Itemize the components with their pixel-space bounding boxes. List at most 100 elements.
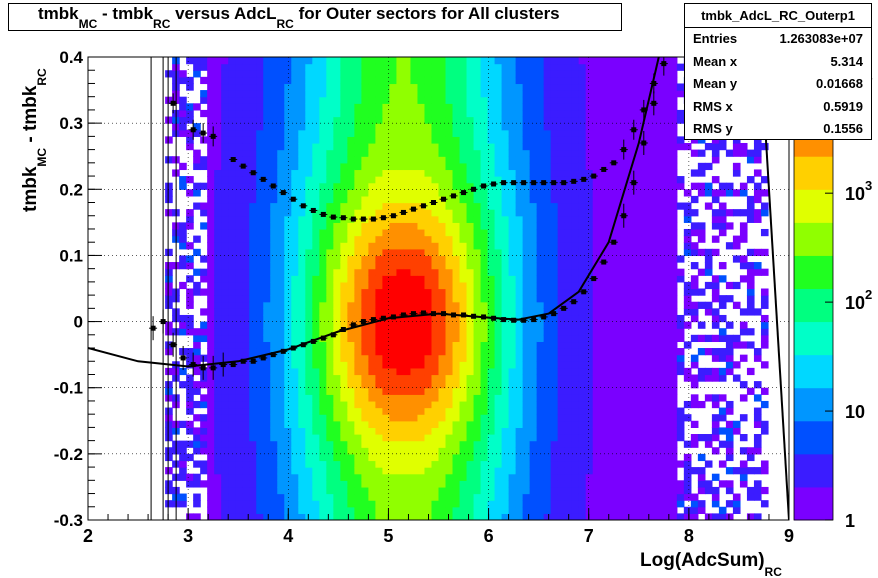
heatmap-cell (634, 295, 643, 303)
heatmap-cell (669, 202, 678, 210)
heatmap-cell (557, 116, 566, 124)
heatmap-cell (592, 189, 601, 197)
heatmap-cell (298, 447, 306, 455)
heatmap-cell (291, 506, 299, 514)
heatmap-cell (277, 169, 285, 177)
heatmap-cell (375, 334, 384, 343)
heatmap-cell (424, 281, 433, 290)
heatmap-cell (312, 308, 320, 316)
heatmap-cell (641, 447, 650, 455)
heatmap-cell (480, 189, 489, 197)
heatmap-cell (298, 288, 306, 296)
heatmap-cell (438, 314, 447, 323)
heatmap-cell (473, 83, 482, 91)
heatmap-cell (403, 103, 412, 111)
heatmap-cell (249, 314, 257, 323)
heatmap-cell (312, 109, 320, 118)
heatmap-cell (522, 215, 531, 223)
heatmap-cell (557, 156, 566, 164)
heatmap-cell (333, 473, 341, 481)
heatmap-cell (634, 467, 643, 475)
heatmap-cell (501, 176, 510, 184)
heatmap-cell (326, 57, 334, 65)
heatmap-cell (592, 480, 601, 488)
heatmap-cell (375, 354, 384, 362)
heatmap-cell (312, 493, 320, 501)
heatmap-cell (564, 453, 573, 462)
heatmap-cell (270, 328, 278, 336)
heatmap-cell (445, 242, 454, 250)
heatmap-cell (221, 109, 229, 118)
heatmap-cell (235, 215, 243, 223)
heatmap-cell (249, 63, 257, 71)
heatmap-cell (599, 209, 608, 217)
heatmap-cell (564, 361, 573, 369)
heatmap-cell (242, 103, 250, 111)
heatmap-cell (557, 288, 566, 296)
heatmap-cell (333, 281, 341, 290)
heatmap-cell (326, 169, 334, 177)
heatmap-cell (445, 90, 454, 98)
heatmap-cell (347, 70, 355, 78)
heatmap-cell (312, 354, 320, 362)
heatmap-cell (291, 321, 299, 329)
heatmap-cell (641, 123, 650, 131)
heatmap-cell (606, 486, 615, 495)
heatmap-cell (207, 90, 215, 98)
heatmap-cell (529, 262, 538, 270)
heatmap-cell (522, 341, 531, 349)
heatmap-cell (550, 116, 559, 124)
heatmap-cell (620, 76, 629, 85)
heatmap-cell (473, 103, 482, 111)
heatmap-cell (634, 361, 643, 369)
heatmap-cell (333, 57, 341, 65)
heatmap-cell (382, 288, 391, 296)
heatmap-cell (557, 129, 566, 137)
heatmap-cell (662, 235, 671, 243)
heatmap-cell (263, 295, 271, 303)
heatmap-cell (193, 202, 201, 210)
heatmap-cell (277, 63, 285, 71)
heatmap-cell (543, 83, 552, 91)
heatmap-cell (368, 83, 377, 91)
heatmap-cell (347, 136, 355, 144)
heatmap-cell (179, 129, 187, 137)
heatmap-cell (655, 149, 664, 157)
heatmap-cell (186, 116, 194, 124)
heatmap-cell (340, 281, 348, 290)
heatmap-cell (319, 460, 327, 468)
heatmap-cell (396, 434, 405, 442)
heatmap-cell (564, 202, 573, 210)
heatmap-cell (487, 321, 496, 329)
heatmap-cell (389, 414, 398, 422)
heatmap-cell (522, 288, 531, 296)
heatmap-cell (221, 460, 229, 468)
heatmap-cell (417, 295, 426, 303)
heatmap-cell (319, 262, 327, 270)
heatmap-cell (214, 367, 222, 376)
heatmap-cell (256, 281, 264, 290)
heatmap-cell (648, 314, 657, 323)
heatmap-cell (662, 109, 671, 118)
heatmap-cell (382, 215, 391, 223)
heatmap-cell (298, 367, 306, 376)
heatmap-cell (466, 176, 475, 184)
heatmap-cell (613, 76, 622, 85)
heatmap-cell (459, 334, 468, 343)
heatmap-cell (606, 334, 615, 343)
heatmap-cell (445, 202, 454, 210)
heatmap-cell (221, 248, 229, 257)
heatmap-cell (431, 500, 440, 508)
heatmap-cell (550, 295, 559, 303)
heatmap-cell (466, 486, 475, 495)
heatmap-cell (403, 500, 412, 508)
heatmap-cell (298, 420, 306, 428)
heatmap-cell (424, 103, 433, 111)
heatmap-cell (207, 447, 215, 455)
heatmap-cell (648, 288, 657, 296)
heatmap-cell (536, 281, 545, 290)
heatmap-cell (445, 57, 454, 65)
heatmap-cell (410, 434, 419, 442)
heatmap-cell (494, 222, 503, 230)
heatmap-cell (193, 334, 201, 343)
